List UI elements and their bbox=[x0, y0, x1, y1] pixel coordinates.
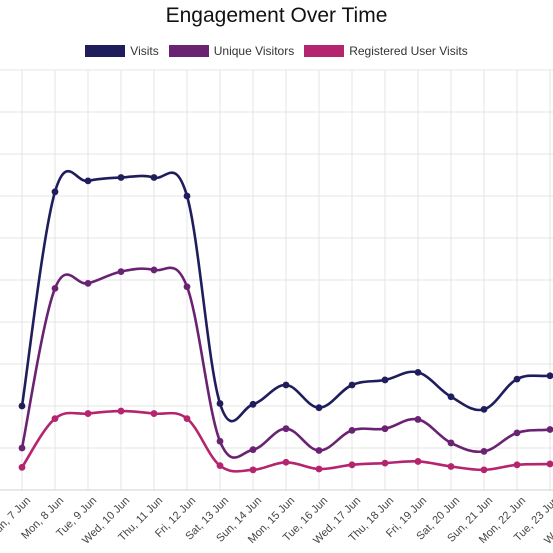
data-point bbox=[249, 446, 257, 454]
legend-swatch-unique-visitors bbox=[168, 45, 209, 57]
data-point bbox=[381, 376, 389, 384]
data-point bbox=[414, 458, 422, 465]
data-point bbox=[282, 458, 290, 466]
data-point bbox=[84, 410, 92, 417]
data-point bbox=[348, 461, 356, 469]
data-point bbox=[150, 174, 158, 181]
data-point bbox=[216, 462, 224, 470]
data-point bbox=[546, 460, 553, 468]
data-point bbox=[183, 283, 191, 291]
data-point bbox=[51, 415, 59, 422]
data-point bbox=[51, 188, 59, 196]
data-point bbox=[282, 381, 290, 389]
data-point bbox=[513, 375, 521, 383]
data-point bbox=[381, 425, 389, 433]
data-point bbox=[216, 400, 224, 407]
data-point bbox=[249, 400, 257, 408]
data-point bbox=[117, 407, 125, 415]
data-point bbox=[480, 466, 488, 474]
data-point bbox=[315, 465, 323, 473]
chart-title: Engagement Over Time bbox=[165, 4, 388, 27]
data-point bbox=[117, 174, 125, 181]
data-point bbox=[18, 402, 26, 410]
data-point bbox=[348, 381, 356, 389]
data-point bbox=[381, 459, 389, 467]
data-point bbox=[513, 461, 521, 469]
legend-label-visits: Visits bbox=[130, 44, 159, 58]
data-point bbox=[249, 466, 257, 474]
data-point bbox=[117, 268, 125, 275]
data-point bbox=[150, 410, 158, 417]
data-point bbox=[414, 416, 422, 423]
data-point bbox=[447, 393, 455, 401]
data-point bbox=[282, 425, 290, 433]
data-point bbox=[480, 447, 488, 455]
data-point bbox=[513, 429, 521, 437]
data-point bbox=[84, 177, 92, 185]
data-point bbox=[414, 369, 422, 376]
legend-item-visits[interactable]: Visits bbox=[85, 44, 159, 58]
data-point bbox=[447, 439, 455, 447]
data-point bbox=[183, 192, 191, 200]
legend-label-unique-visitors: Unique Visitors bbox=[213, 44, 295, 58]
data-point bbox=[18, 444, 26, 452]
legend-label-registered-user-visits: Registered User Visits bbox=[349, 44, 468, 58]
legend-swatch-visits bbox=[85, 45, 126, 57]
data-point bbox=[216, 437, 224, 445]
legend-item-registered-user-visits[interactable]: Registered User Visits bbox=[304, 44, 468, 58]
data-point bbox=[348, 426, 356, 434]
data-point bbox=[546, 372, 553, 380]
legend-swatch-registered-user-visits bbox=[304, 45, 345, 57]
data-point bbox=[18, 463, 26, 471]
data-point bbox=[84, 279, 92, 287]
data-point bbox=[150, 266, 158, 274]
data-point bbox=[183, 415, 191, 422]
data-point bbox=[447, 463, 455, 470]
legend-item-unique-visitors[interactable]: Unique Visitors bbox=[168, 44, 295, 58]
data-point bbox=[315, 404, 323, 412]
data-point bbox=[480, 405, 488, 413]
data-point bbox=[51, 285, 59, 292]
legend: Visits Unique Visitors Registered User V… bbox=[0, 44, 553, 58]
data-point bbox=[315, 447, 323, 454]
data-point bbox=[546, 426, 553, 433]
